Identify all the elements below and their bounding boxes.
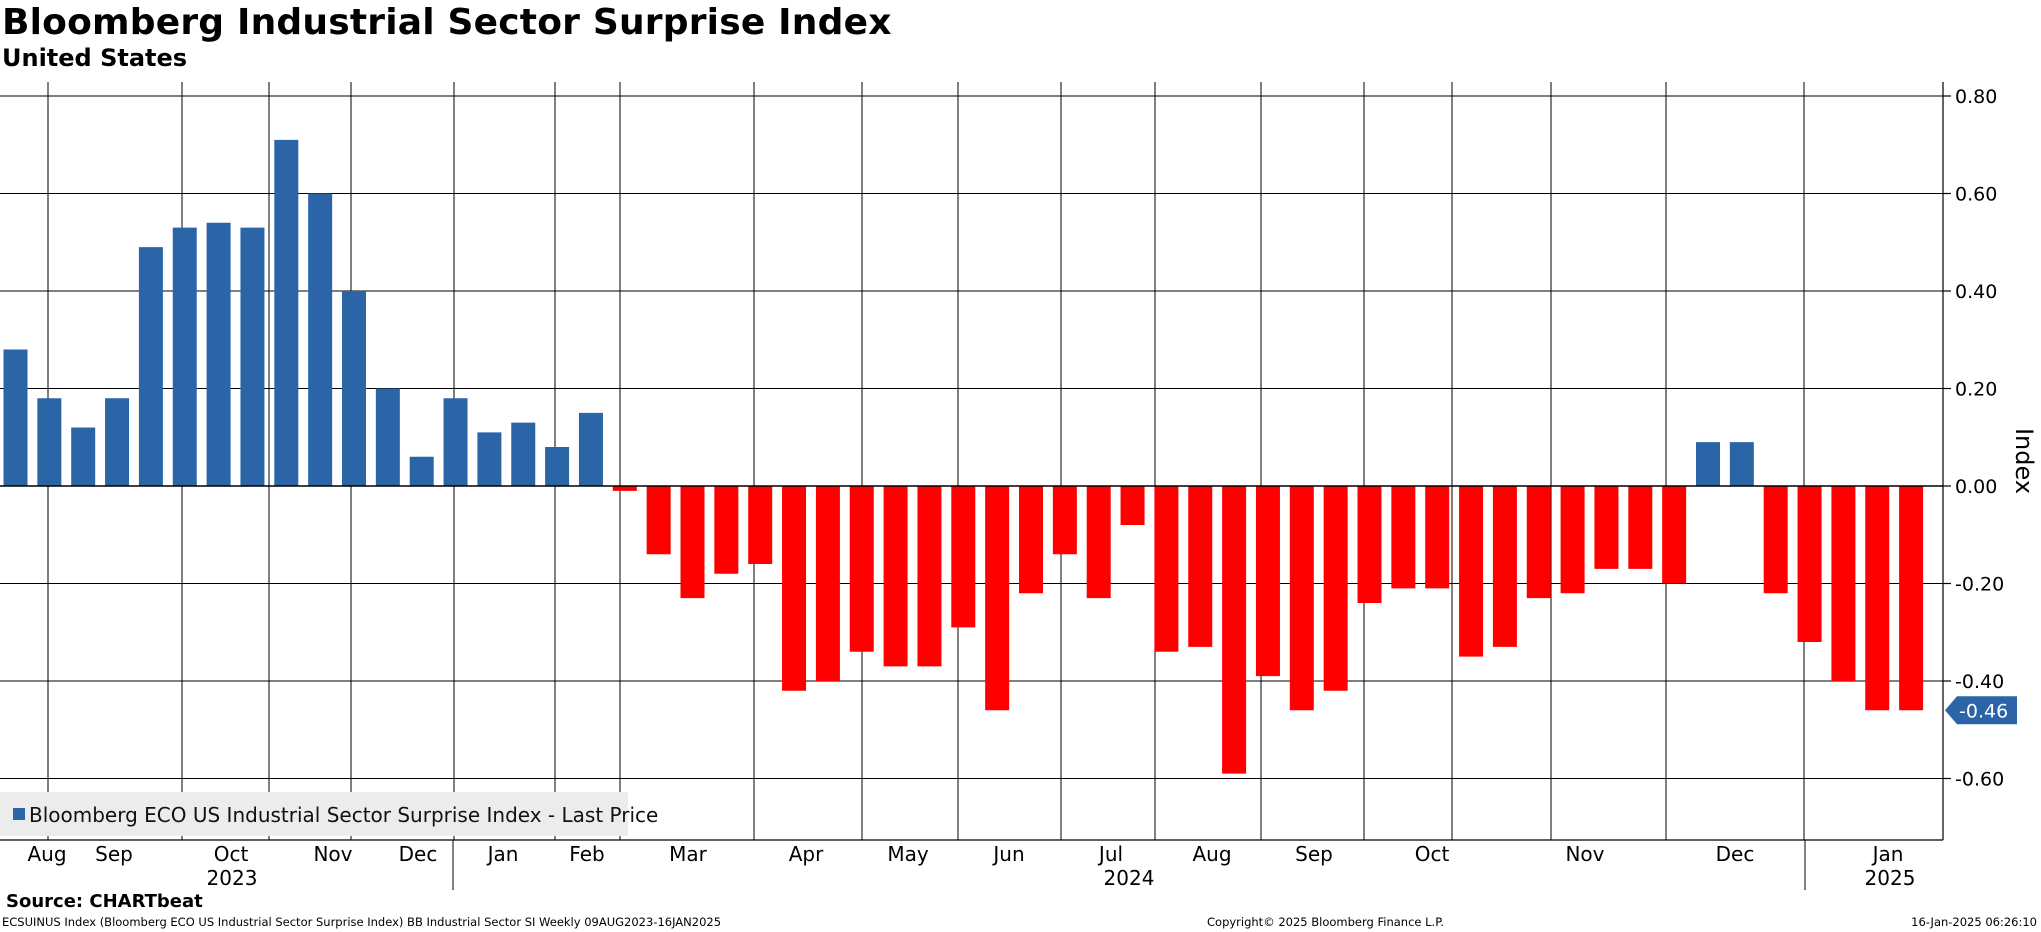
x-month-label: Aug	[27, 842, 66, 866]
bar	[1594, 486, 1619, 569]
x-month-label: Apr	[789, 842, 824, 866]
bar	[1628, 486, 1653, 569]
x-month-label: Nov	[1565, 842, 1604, 866]
bar	[714, 486, 739, 574]
y-tick-label: 0.60	[1955, 184, 1997, 206]
last-price-label: -0.46	[1959, 700, 2008, 722]
x-month-label: Aug	[1192, 842, 1231, 866]
bar	[1357, 486, 1382, 603]
bar	[1255, 486, 1280, 677]
y-tick-label: 0.40	[1955, 281, 1997, 303]
bar	[105, 398, 130, 486]
bar	[1052, 486, 1077, 555]
y-tick-label: 0.20	[1955, 379, 1997, 401]
bar	[1797, 486, 1822, 642]
bar	[612, 486, 637, 491]
bar	[1120, 486, 1145, 525]
x-year-label: 2024	[1104, 866, 1155, 890]
x-month-label: Sep	[1295, 842, 1333, 866]
bar	[578, 412, 603, 486]
bar	[985, 486, 1010, 711]
bar	[1899, 486, 1924, 711]
x-month-label: Jan	[486, 842, 519, 866]
x-month-label: Dec	[1716, 842, 1755, 866]
bar	[1188, 486, 1213, 647]
bar	[3, 349, 28, 486]
series-description: ECSUINUS Index (Bloomberg ECO US Industr…	[2, 915, 722, 929]
x-month-label: May	[887, 842, 929, 866]
bar	[951, 486, 976, 628]
legend-label: Bloomberg ECO US Industrial Sector Surpr…	[29, 803, 658, 827]
bar	[646, 486, 671, 555]
bar	[748, 486, 773, 564]
bar	[37, 398, 62, 486]
y-tick-label: 0.80	[1955, 86, 1997, 108]
y-tick-label: -0.20	[1955, 574, 2004, 596]
x-month-label: Oct	[1415, 842, 1450, 866]
bar	[1289, 486, 1314, 711]
bar	[511, 422, 536, 486]
bar	[849, 486, 874, 652]
bar	[342, 291, 366, 486]
bar	[883, 486, 908, 667]
timestamp: 16-Jan-2025 06:26:10	[1911, 915, 2037, 929]
bar	[1425, 486, 1450, 589]
x-month-label: Oct	[214, 842, 249, 866]
y-axis-title: Index	[2010, 428, 2038, 494]
bar	[409, 456, 434, 486]
x-month-label: Jun	[991, 842, 1024, 866]
bar	[1019, 486, 1043, 594]
bar	[1729, 442, 1754, 486]
bar	[815, 486, 840, 681]
bar	[443, 398, 468, 486]
x-month-label: Feb	[569, 842, 604, 866]
source-note: Source: CHARTbeat	[6, 891, 203, 912]
bar	[1492, 486, 1517, 647]
x-month-label: Nov	[313, 842, 352, 866]
bar	[375, 388, 400, 486]
bar	[1831, 486, 1856, 681]
x-month-label: Jan	[1871, 842, 1904, 866]
x-month-label: Jul	[1097, 842, 1123, 866]
x-year-label: 2025	[1865, 866, 1916, 890]
bar	[240, 227, 265, 486]
bar	[1696, 442, 1720, 486]
last-price-tag	[1945, 696, 2017, 725]
bar	[782, 486, 807, 691]
bar-chart: 0.80 0.60 0.40 0.20 0.00 -0.20 -0.40 -0.60 -0.46…	[0, 82, 2038, 890]
x-month-label: Mar	[669, 842, 708, 866]
bar	[206, 222, 231, 486]
chart-subtitle: United States	[2, 44, 188, 72]
bar	[680, 486, 705, 599]
x-month-label: Sep	[95, 842, 133, 866]
bar	[1222, 486, 1247, 774]
bar	[1391, 486, 1416, 589]
bar	[138, 247, 163, 486]
bar	[274, 139, 299, 486]
y-tick-label: 0.00	[1955, 476, 1997, 498]
bar	[1459, 486, 1484, 657]
chart-title: Bloomberg Industrial Sector Surprise Ind…	[2, 2, 892, 43]
bar	[1086, 486, 1111, 599]
x-year-label: 2023	[207, 866, 258, 890]
bar	[1323, 486, 1348, 691]
legend-box	[0, 792, 628, 836]
bar	[917, 486, 942, 667]
legend-swatch	[13, 808, 25, 820]
bar	[1662, 486, 1687, 584]
bar	[71, 427, 96, 486]
bar	[1526, 486, 1551, 599]
bar	[1154, 486, 1179, 652]
bar	[308, 193, 333, 486]
copyright-note: Copyright© 2025 Bloomberg Finance L.P.	[1207, 915, 1444, 929]
bar	[477, 432, 502, 486]
bar	[1763, 486, 1788, 594]
x-month-label: Dec	[399, 842, 438, 866]
bar	[172, 227, 197, 486]
bar	[545, 447, 570, 486]
bar	[1865, 486, 1890, 711]
bar	[1560, 486, 1585, 594]
y-tick-label: -0.60	[1955, 769, 2004, 791]
y-tick-label: -0.40	[1955, 671, 2004, 693]
